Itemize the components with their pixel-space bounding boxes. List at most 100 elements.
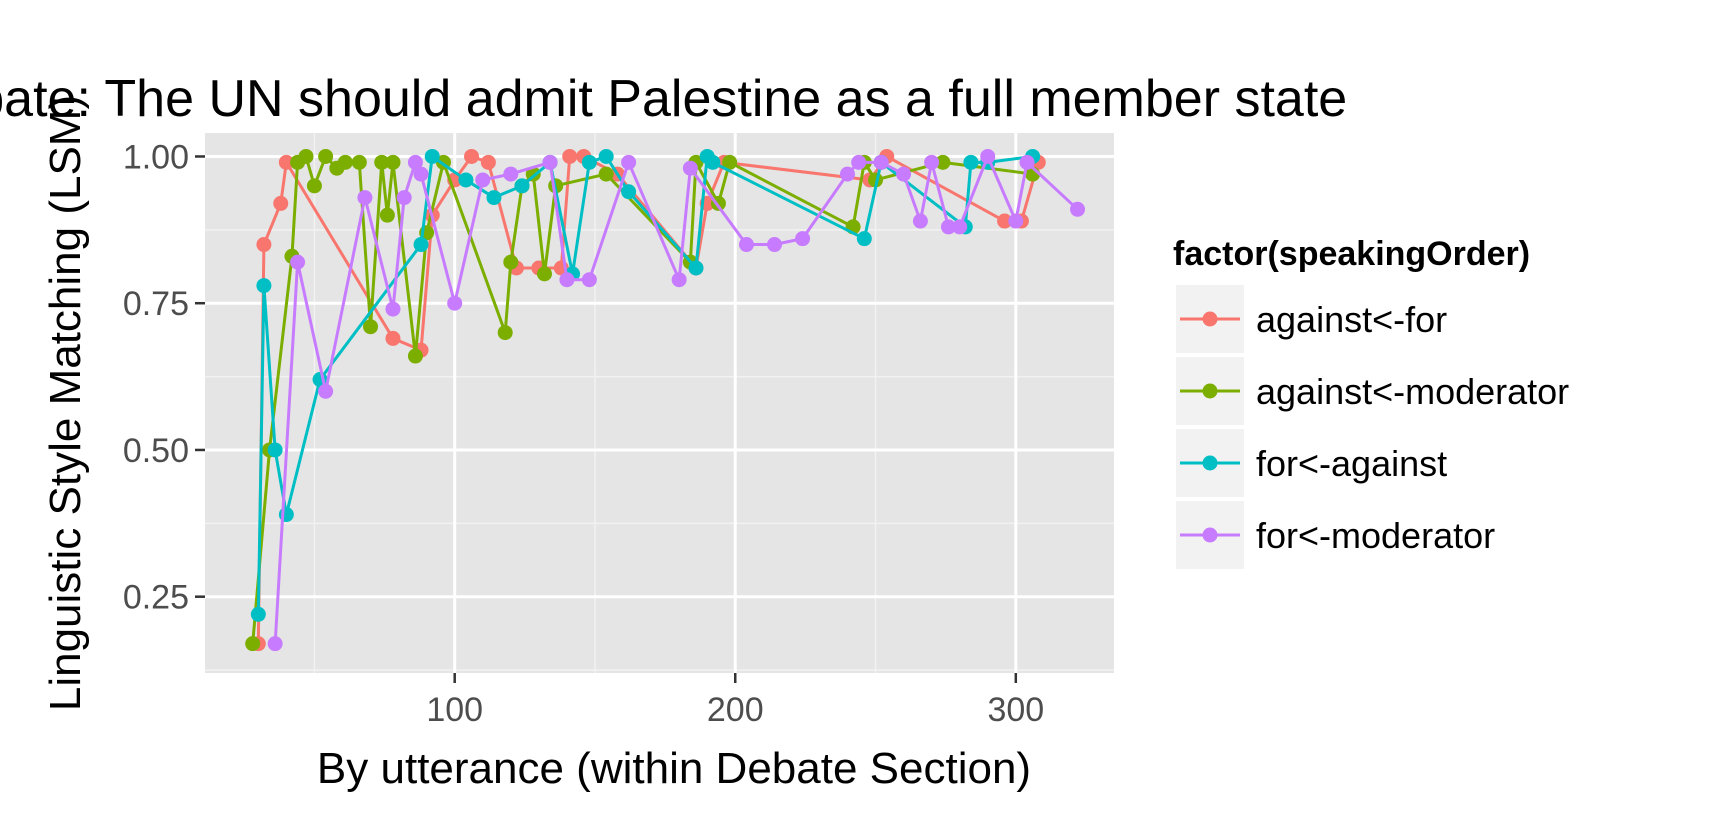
data-point-against-moderator xyxy=(379,207,395,223)
data-point-against-for xyxy=(480,154,496,170)
data-point-for-moderator xyxy=(267,636,283,652)
legend-label: for<-moderator xyxy=(1256,515,1495,556)
x-tick-label: 100 xyxy=(426,691,483,729)
y-tick-label: 0.50 xyxy=(123,432,189,470)
data-point-for-moderator xyxy=(980,148,996,164)
data-point-against-moderator xyxy=(598,166,614,182)
data-point-against-moderator xyxy=(935,154,951,170)
x-tick-label: 200 xyxy=(707,691,764,729)
data-point-against-for xyxy=(278,154,294,170)
data-point-for-moderator xyxy=(447,295,463,311)
data-point-for-against xyxy=(963,154,979,170)
data-point-for-moderator xyxy=(559,272,575,288)
data-point-for-against xyxy=(256,278,272,294)
data-point-for-against xyxy=(267,442,283,458)
y-axis-title: Linguistic Style Matching (LSM) xyxy=(41,95,90,711)
legend-label: against<-for xyxy=(1256,299,1447,340)
data-point-for-moderator xyxy=(1070,201,1086,217)
data-point-against-moderator xyxy=(245,636,261,652)
data-point-for-moderator xyxy=(385,301,401,317)
legend-key-point xyxy=(1202,527,1218,543)
legend-item-against-moderator: against<-moderator xyxy=(1176,357,1569,425)
data-point-against-for xyxy=(385,330,401,346)
data-point-against-for xyxy=(997,213,1013,229)
data-point-against-moderator xyxy=(536,266,552,282)
data-point-against-moderator xyxy=(337,154,353,170)
data-point-for-moderator xyxy=(407,154,423,170)
data-point-for-moderator xyxy=(767,237,783,253)
data-point-for-moderator xyxy=(503,166,519,182)
data-point-for-moderator xyxy=(795,231,811,247)
data-point-for-moderator xyxy=(1019,154,1035,170)
data-point-for-moderator xyxy=(851,154,867,170)
data-point-for-moderator xyxy=(475,172,491,188)
data-point-against-for xyxy=(562,148,578,164)
data-point-for-moderator xyxy=(952,219,968,235)
data-point-for-against xyxy=(424,148,440,164)
data-point-against-for xyxy=(273,195,289,211)
data-point-for-moderator xyxy=(924,154,940,170)
legend-item-for-against: for<-against xyxy=(1176,429,1447,497)
axis-ticks: 100 200 300 0.25 0.50 0.75 1.00 xyxy=(123,138,1044,729)
data-point-against-moderator xyxy=(298,148,314,164)
data-point-for-against xyxy=(413,237,429,253)
plot-panel xyxy=(205,133,1114,673)
data-point-against-moderator xyxy=(363,319,379,335)
legend-label: against<-moderator xyxy=(1256,371,1569,412)
data-point-for-moderator xyxy=(357,190,373,206)
data-point-against-moderator xyxy=(503,254,519,270)
data-point-for-moderator xyxy=(290,254,306,270)
data-point-against-moderator xyxy=(722,154,738,170)
data-point-for-moderator xyxy=(912,213,928,229)
data-point-for-moderator xyxy=(682,160,698,176)
chart-title: Debate: The UN should admit Palestine as… xyxy=(0,70,1347,128)
data-point-for-against xyxy=(581,154,597,170)
data-point-against-moderator xyxy=(407,348,423,364)
data-point-for-moderator xyxy=(940,219,956,235)
data-point-for-against xyxy=(598,148,614,164)
legend-label: for<-against xyxy=(1256,443,1447,484)
data-point-for-moderator xyxy=(671,272,687,288)
data-point-against-moderator xyxy=(374,154,390,170)
legend-item-against-for: against<-for xyxy=(1176,285,1447,353)
data-point-for-moderator xyxy=(413,166,429,182)
series-layer xyxy=(245,148,1086,652)
data-point-against-moderator xyxy=(385,154,401,170)
x-axis-title: By utterance (within Debate Section) xyxy=(317,744,1031,793)
data-point-against-for xyxy=(464,148,480,164)
data-point-for-against xyxy=(486,190,502,206)
data-point-for-moderator xyxy=(738,237,754,253)
data-point-for-moderator xyxy=(581,272,597,288)
legend-item-for-moderator: for<-moderator xyxy=(1176,501,1495,569)
y-tick-label: 0.75 xyxy=(123,285,189,323)
data-point-for-moderator xyxy=(1008,213,1024,229)
data-point-for-moderator xyxy=(621,154,637,170)
data-point-against-for xyxy=(256,237,272,253)
data-point-for-moderator xyxy=(873,154,889,170)
legend-title: factor(speakingOrder) xyxy=(1173,235,1530,273)
legend-key-point xyxy=(1202,383,1218,399)
x-tick-label: 300 xyxy=(987,691,1044,729)
legend-key-point xyxy=(1202,311,1218,327)
data-point-for-against xyxy=(856,231,872,247)
data-point-for-moderator xyxy=(839,166,855,182)
data-point-for-against xyxy=(458,172,474,188)
legend: factor(speakingOrder) against<-for agains… xyxy=(1173,235,1569,569)
data-point-against-moderator xyxy=(351,154,367,170)
y-tick-label: 0.25 xyxy=(123,579,189,617)
series-for-moderator xyxy=(267,148,1086,652)
data-point-against-moderator xyxy=(497,325,513,341)
data-point-against-moderator xyxy=(306,178,322,194)
legend-key-point xyxy=(1202,455,1218,471)
data-point-for-moderator xyxy=(896,166,912,182)
data-point-for-moderator xyxy=(396,190,412,206)
data-point-for-against xyxy=(705,154,721,170)
data-point-against-moderator xyxy=(318,148,334,164)
data-point-for-against xyxy=(250,606,266,622)
data-point-for-against xyxy=(688,260,704,276)
data-point-for-against xyxy=(621,184,637,200)
data-point-for-against xyxy=(514,178,530,194)
series-line-for-against xyxy=(256,154,1033,615)
y-tick-label: 1.00 xyxy=(123,138,189,176)
